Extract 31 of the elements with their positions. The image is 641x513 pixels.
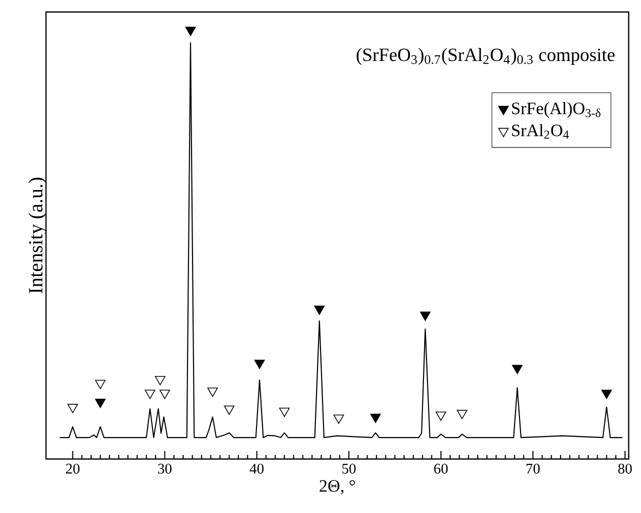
x-tick-label: 70 bbox=[526, 464, 540, 474]
point bbox=[144, 390, 156, 399]
point bbox=[512, 364, 523, 374]
x-tick-label: 60 bbox=[434, 464, 448, 474]
point bbox=[420, 312, 430, 321]
legend-label: SrFe(Al)O$_{3-δ}$ bbox=[512, 102, 600, 118]
point bbox=[154, 376, 166, 386]
point bbox=[224, 406, 234, 415]
point bbox=[456, 410, 468, 420]
point bbox=[314, 306, 325, 315]
x-tick-label: 80 bbox=[618, 464, 632, 474]
point bbox=[159, 390, 170, 399]
point bbox=[254, 360, 265, 369]
x-axis-title: 2Θ, ° bbox=[320, 480, 355, 494]
point bbox=[370, 414, 381, 423]
point bbox=[279, 408, 290, 417]
point bbox=[95, 380, 106, 390]
x-tick-label: 40 bbox=[250, 464, 264, 474]
legend-label: SrAl$_{2}$O$_{4}$ bbox=[512, 124, 569, 139]
x-tick-label: 50 bbox=[342, 464, 356, 474]
text: (SrFeO$_{3}$)$_{0.7}$(SrAl$_{2}$O$_{4}$)$_{0.3}$ composite bbox=[356, 48, 615, 65]
point bbox=[67, 404, 78, 414]
point bbox=[333, 414, 344, 424]
x-tick-label: 30 bbox=[158, 464, 172, 474]
y-axis-title: Intensity (a.u.) bbox=[28, 178, 47, 294]
point bbox=[601, 390, 612, 399]
point bbox=[185, 26, 196, 36]
point bbox=[436, 412, 446, 421]
x-tick-label: 20 bbox=[66, 464, 80, 474]
point bbox=[95, 398, 106, 408]
point bbox=[207, 388, 218, 397]
